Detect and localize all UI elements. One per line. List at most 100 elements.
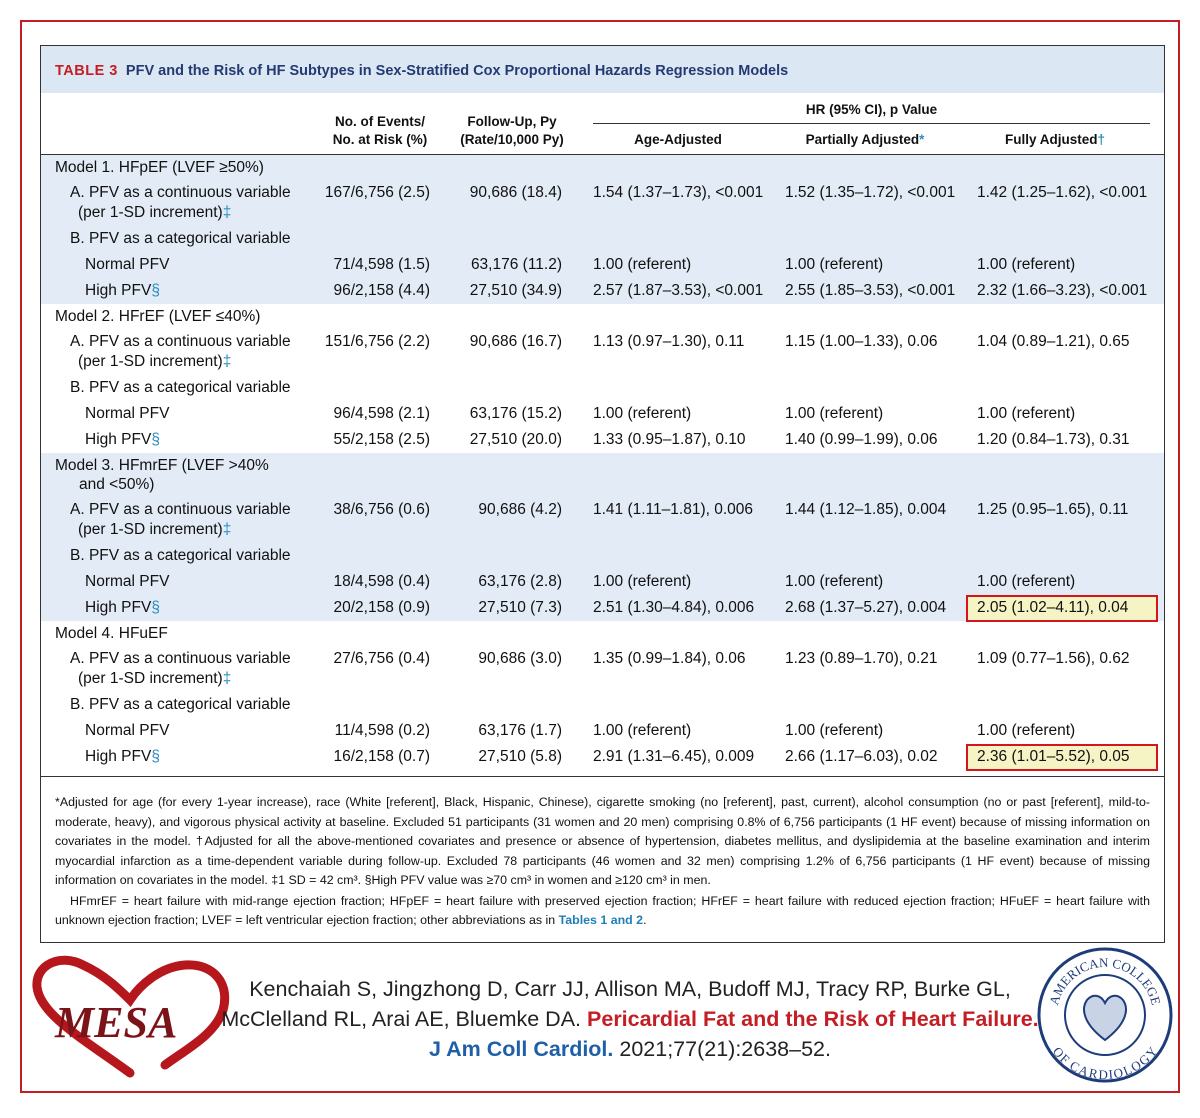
hr-full: 1.25 (0.95–1.65), 0.11 — [977, 501, 1129, 518]
footnote: HFmrEF = heart failure with mid-range ej… — [55, 892, 1150, 931]
header-full-text: Fully Adjusted — [1004, 132, 1098, 147]
events: 18/4,598 (0.4) — [333, 573, 430, 590]
row-label: (per 1-SD increment)‡ — [78, 670, 232, 687]
header-partial: Partially Adjusted* — [770, 131, 960, 149]
citation-line: McClelland RL, Arai AE, Bluemke DA. Peri… — [180, 1004, 1080, 1034]
table-title: TABLE 3 PFV and the Risk of HF Subtypes … — [55, 61, 788, 81]
table-frame — [40, 45, 1165, 943]
footnote-mark: ‡ — [222, 353, 232, 370]
row-label: High PFV§ — [85, 748, 160, 765]
followup: 63,176 (11.2) — [470, 256, 562, 273]
row-label: (per 1-SD increment)‡ — [78, 521, 232, 538]
followup: 90,686 (3.0) — [478, 650, 562, 667]
followup: 90,686 (18.4) — [469, 184, 562, 201]
hr-partial: 1.00 (referent) — [785, 256, 884, 273]
row-label: Normal PFV — [85, 722, 170, 739]
row-label: High PFV§ — [85, 282, 160, 299]
hr-age: 2.91 (1.31–6.45), 0.009 — [593, 748, 755, 765]
hr-age: 1.54 (1.37–1.73), <0.001 — [593, 184, 764, 201]
rule — [41, 776, 1164, 777]
hr-age: 1.00 (referent) — [593, 722, 692, 739]
rule — [593, 123, 1150, 124]
hr-partial: 1.00 (referent) — [785, 405, 884, 422]
citation-line: J Am Coll Cardiol. 2021;77(21):2638–52. — [180, 1034, 1080, 1064]
hr-age: 2.51 (1.30–4.84), 0.006 — [593, 599, 755, 616]
model-title: Model 1. HFpEF (LVEF ≥50%) — [55, 159, 264, 176]
citation-journal: J Am Coll Cardiol. — [429, 1037, 614, 1061]
events: 167/6,756 (2.5) — [324, 184, 430, 201]
citation-line: Kenchaiah S, Jingzhong D, Carr JJ, Allis… — [249, 977, 1011, 1001]
hr-age: 1.00 (referent) — [593, 405, 692, 422]
footnote-mark: § — [151, 599, 160, 616]
followup: 27,510 (34.9) — [469, 282, 562, 299]
hr-partial: 2.66 (1.17–6.03), 0.02 — [785, 748, 938, 765]
hr-age: 1.00 (referent) — [593, 256, 692, 273]
hr-full: 1.00 (referent) — [977, 573, 1076, 590]
hr-partial: 1.40 (0.99–1.99), 0.06 — [785, 431, 938, 448]
rule — [41, 154, 1164, 155]
footnote-text: *Adjusted for age (for every 1-year incr… — [55, 795, 1150, 887]
seal-heart — [1083, 994, 1127, 1042]
hr-full: 1.20 (0.84–1.73), 0.31 — [977, 431, 1130, 448]
hr-partial: 1.00 (referent) — [785, 722, 884, 739]
header-mark: † — [1097, 132, 1106, 147]
footnote-link: Tables 1 and 2 — [558, 913, 644, 927]
row-label: A. PFV as a continuous variable — [70, 184, 291, 201]
footnote-mark: § — [151, 282, 160, 299]
header-followup: (Rate/10,000 Py) — [460, 132, 564, 147]
highlight-box — [966, 595, 1158, 622]
mesa-logo: MESA — [32, 955, 230, 1078]
hr-full: 2.05 (1.02–4.11), 0.04 — [977, 599, 1129, 616]
mesa-text: MESA — [54, 998, 177, 1047]
hr-age: 1.33 (0.95–1.87), 0.10 — [593, 431, 746, 448]
row-label: High PFV§ — [85, 431, 160, 448]
row-label: Normal PFV — [85, 573, 170, 590]
row-label: (per 1-SD increment)‡ — [78, 204, 232, 221]
hr-partial: 1.44 (1.12–1.85), 0.004 — [785, 501, 947, 518]
header-mark: * — [919, 132, 925, 147]
row-label: Normal PFV — [85, 405, 170, 422]
header-full: Fully Adjusted† — [960, 131, 1150, 149]
header-age: Age-Adjusted — [634, 132, 722, 147]
followup: 27,510 (7.3) — [478, 599, 562, 616]
table-title-text: PFV and the Risk of HF Subtypes in Sex-S… — [125, 63, 789, 79]
citation-article: Pericardial Fat and the Risk of Heart Fa… — [587, 1007, 1039, 1031]
hr-partial: 1.00 (referent) — [785, 573, 884, 590]
events: 151/6,756 (2.2) — [324, 333, 430, 350]
row-label: (per 1-SD increment)‡ — [78, 353, 232, 370]
hr-age: 2.57 (1.87–3.53), <0.001 — [593, 282, 764, 299]
hr-age: 1.35 (0.99–1.84), 0.06 — [593, 650, 746, 667]
row-band — [41, 155, 1164, 304]
hr-partial: 2.68 (1.37–5.27), 0.004 — [785, 599, 947, 616]
row-label: A. PFV as a continuous variable — [70, 333, 291, 350]
hr-full: 2.36 (1.01–5.52), 0.05 — [977, 748, 1130, 765]
hr-full: 1.42 (1.25–1.62), <0.001 — [977, 184, 1148, 201]
events: 11/4,598 (0.2) — [334, 722, 430, 739]
footnote-text: HFmrEF = heart failure with mid-range ej… — [55, 893, 1150, 928]
footnote-mark: ‡ — [222, 670, 232, 687]
heart — [32, 955, 230, 1078]
footnote-mark: § — [151, 431, 160, 448]
title-bar — [41, 46, 1164, 93]
events: 38/6,756 (0.6) — [333, 501, 430, 518]
highlight-box — [966, 744, 1158, 771]
hr-partial: 1.23 (0.89–1.70), 0.21 — [785, 650, 938, 667]
hr-age: 1.00 (referent) — [593, 573, 692, 590]
hr-full: 2.32 (1.66–3.23), <0.001 — [977, 282, 1148, 299]
events: 96/4,598 (2.1) — [333, 405, 430, 422]
followup: 63,176 (1.7) — [478, 722, 562, 739]
row-label: High PFV§ — [85, 599, 160, 616]
header-hr: HR (95% CI), p Value — [805, 102, 938, 117]
footnote-mark: ‡ — [222, 204, 232, 221]
header-events: No. of Events/ — [334, 114, 425, 129]
hr-full: 1.04 (0.89–1.21), 0.65 — [977, 333, 1130, 350]
followup: 63,176 (15.2) — [469, 405, 562, 422]
seal-inner — [1064, 974, 1146, 1056]
followup: 90,686 (16.7) — [469, 333, 562, 350]
followup: 27,510 (20.0) — [469, 431, 562, 448]
row-label: A. PFV as a continuous variable — [70, 650, 291, 667]
row-label: B. PFV as a categorical variable — [70, 379, 291, 396]
hr-full: 1.00 (referent) — [977, 405, 1076, 422]
hr-partial: 2.55 (1.85–3.53), <0.001 — [785, 282, 956, 299]
